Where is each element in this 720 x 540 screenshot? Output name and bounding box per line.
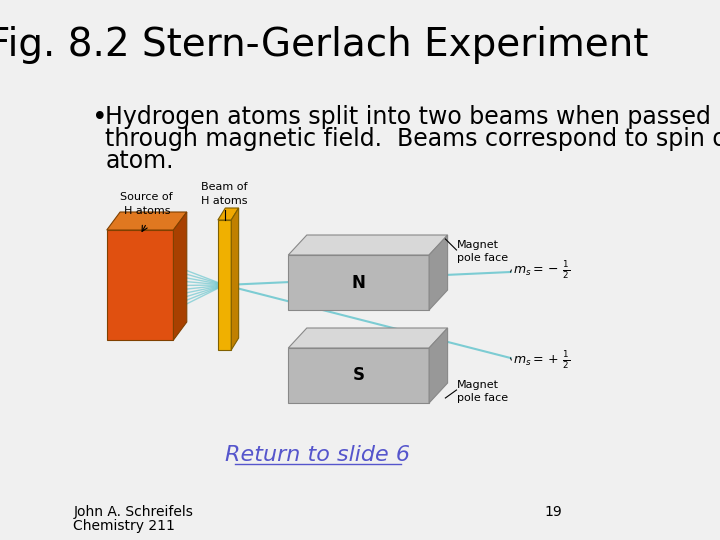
Text: atom.: atom.: [105, 149, 174, 173]
Text: John A. Schreifels: John A. Schreifels: [73, 505, 193, 519]
Text: S: S: [353, 367, 365, 384]
Text: Magnet: Magnet: [457, 380, 499, 390]
Polygon shape: [231, 208, 238, 350]
Text: H atoms: H atoms: [202, 196, 248, 206]
Polygon shape: [218, 208, 238, 220]
Text: Return to slide 6: Return to slide 6: [225, 445, 410, 465]
Polygon shape: [288, 255, 429, 310]
Text: H atoms: H atoms: [124, 206, 170, 216]
Polygon shape: [288, 235, 448, 255]
Polygon shape: [288, 348, 429, 403]
Polygon shape: [174, 212, 186, 340]
Text: •: •: [92, 105, 107, 131]
Text: Fig. 8.2 Stern-Gerlach Experiment: Fig. 8.2 Stern-Gerlach Experiment: [0, 26, 648, 64]
Text: pole face: pole face: [457, 253, 508, 263]
Text: Source of: Source of: [120, 192, 173, 202]
Text: $m_s = +\,\frac{1}{2}$: $m_s = +\,\frac{1}{2}$: [513, 349, 570, 371]
Polygon shape: [107, 212, 186, 230]
Polygon shape: [429, 328, 448, 403]
Text: Magnet: Magnet: [457, 240, 499, 250]
Text: Hydrogen atoms split into two beams when passed: Hydrogen atoms split into two beams when…: [105, 105, 711, 129]
Polygon shape: [107, 230, 174, 340]
Polygon shape: [429, 235, 448, 310]
Text: through magnetic field.  Beams correspond to spin on: through magnetic field. Beams correspond…: [105, 127, 720, 151]
Text: pole face: pole face: [457, 393, 508, 403]
Text: N: N: [352, 273, 366, 292]
Text: Chemistry 211: Chemistry 211: [73, 519, 175, 533]
Text: Beam of: Beam of: [202, 182, 248, 192]
Polygon shape: [218, 220, 231, 350]
Text: $m_s = -\,\frac{1}{2}$: $m_s = -\,\frac{1}{2}$: [513, 259, 570, 281]
Text: 19: 19: [545, 505, 562, 519]
Polygon shape: [288, 328, 448, 348]
